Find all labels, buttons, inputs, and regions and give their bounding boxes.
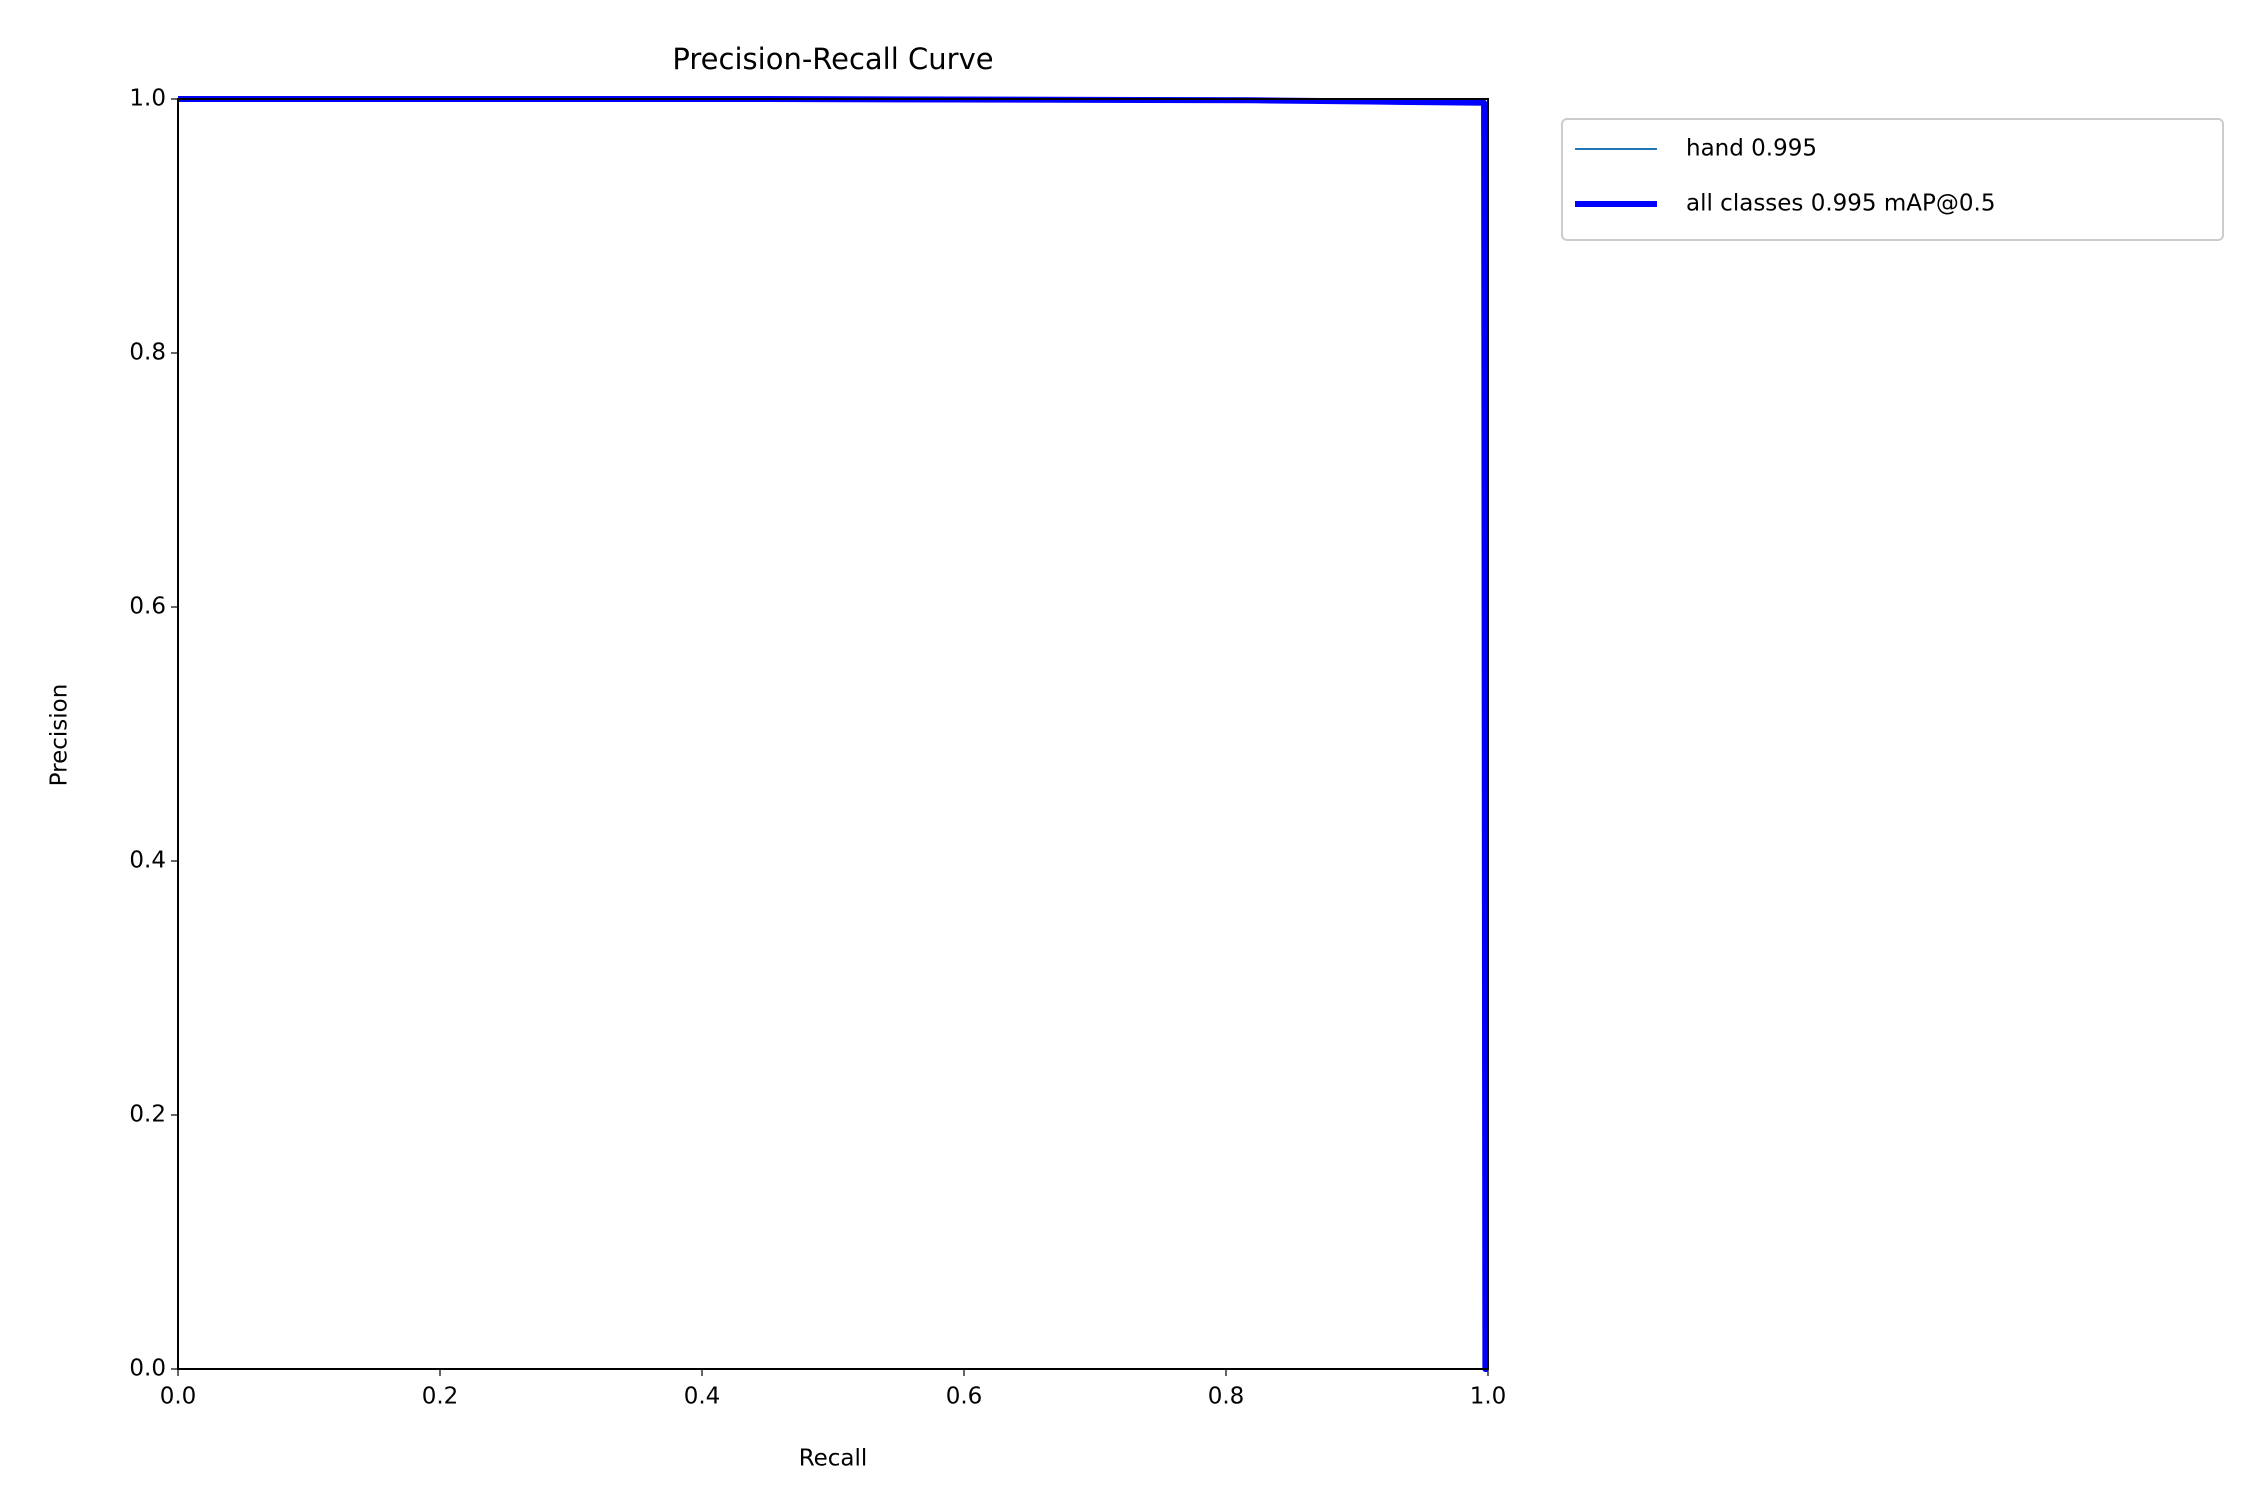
x-tick-label: 0.6 xyxy=(946,1384,983,1410)
x-tick-label: 1.0 xyxy=(1470,1384,1507,1410)
y-tick-label: 0.0 xyxy=(129,1356,166,1382)
legend: hand 0.995 all classes 0.995 mAP@0.5 xyxy=(1561,118,2224,241)
y-tick-label: 0.8 xyxy=(129,340,166,366)
x-tick-label: 0.4 xyxy=(684,1384,721,1410)
x-axis-label: Recall xyxy=(799,1446,868,1472)
y-tick-label: 0.6 xyxy=(129,594,166,620)
y-tick-label: 1.0 xyxy=(129,86,166,112)
x-tick-label: 0.2 xyxy=(422,1384,459,1410)
x-tick-label: 0.8 xyxy=(1208,1384,1245,1410)
y-tick-label: 0.2 xyxy=(129,1102,166,1128)
chart-title: Precision-Recall Curve xyxy=(672,42,993,76)
x-tick-label: 0.0 xyxy=(160,1384,197,1410)
legend-box xyxy=(1561,118,2224,241)
plot-frame xyxy=(177,98,1489,1370)
series-line xyxy=(178,98,1488,1370)
series-line xyxy=(178,96,1489,1372)
y-axis-label: Precision xyxy=(47,684,73,787)
legend-text: hand 0.995 xyxy=(1686,136,1817,162)
y-tick-label: 0.4 xyxy=(129,848,166,874)
legend-text: all classes 0.995 mAP@0.5 xyxy=(1686,191,1995,217)
